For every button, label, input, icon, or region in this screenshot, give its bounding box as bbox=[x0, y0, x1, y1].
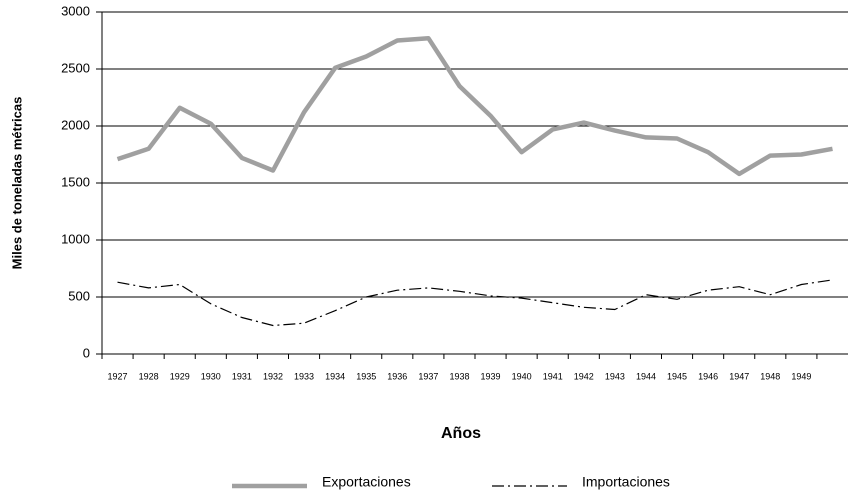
x-tick-label: 1942 bbox=[574, 371, 594, 381]
x-tick-label: 1944 bbox=[636, 371, 656, 381]
data-line bbox=[116, 35, 833, 177]
x-tick-label: 1936 bbox=[387, 371, 407, 381]
y-axis-title: Miles de toneladas métricas bbox=[9, 97, 24, 270]
x-tick-label: 1937 bbox=[418, 371, 438, 381]
x-tick-label: 1946 bbox=[698, 371, 718, 381]
y-tick-label: 500 bbox=[68, 288, 90, 303]
x-tick-label: 1929 bbox=[170, 371, 190, 381]
y-tick-label: 0 bbox=[83, 345, 90, 360]
legend-label: Importaciones bbox=[582, 474, 670, 490]
x-tick-label: 1927 bbox=[108, 371, 128, 381]
x-tick-label: 1935 bbox=[356, 371, 376, 381]
x-tick-label: 1941 bbox=[543, 371, 563, 381]
x-tick-label: 1938 bbox=[449, 371, 469, 381]
x-tick-label: 1948 bbox=[760, 371, 780, 381]
legend-label: Exportaciones bbox=[322, 474, 411, 490]
x-axis-title: Años bbox=[441, 425, 481, 442]
y-tick-label: 1000 bbox=[61, 231, 90, 246]
x-tick-label: 1932 bbox=[263, 371, 283, 381]
x-tick-label: 1931 bbox=[232, 371, 252, 381]
x-tick-label: 1939 bbox=[481, 371, 501, 381]
x-tick-label: 1940 bbox=[512, 371, 532, 381]
x-tick-label: 1945 bbox=[667, 371, 687, 381]
y-tick-label: 2000 bbox=[61, 117, 90, 132]
x-tick-label: 1947 bbox=[729, 371, 749, 381]
x-tick-label: 1934 bbox=[325, 371, 345, 381]
x-tick-label: 1933 bbox=[294, 371, 314, 381]
x-tick-label: 1943 bbox=[605, 371, 625, 381]
x-tick-label: 1930 bbox=[201, 371, 221, 381]
y-tick-label: 2500 bbox=[61, 60, 90, 75]
x-tick-label: 1949 bbox=[791, 371, 811, 381]
data-line bbox=[117, 279, 833, 327]
y-tick-label: 1500 bbox=[61, 174, 90, 189]
y-tick-label: 3000 bbox=[61, 3, 90, 18]
x-tick-label: 1928 bbox=[139, 371, 159, 381]
